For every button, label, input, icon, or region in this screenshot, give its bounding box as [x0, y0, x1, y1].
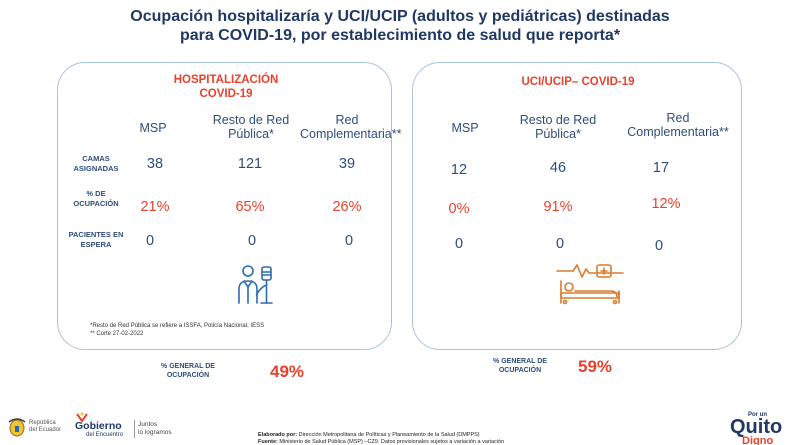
column-header-msp: MSP	[128, 121, 178, 135]
uci-column-header-msp-text: MSP	[451, 121, 479, 135]
cell-uci-espera-complementaria: 0	[654, 238, 664, 254]
general-occupancy-label-uci: % GENERAL DE OCUPACIÓN	[475, 357, 565, 375]
uci-column-header-red-complementaria: Red Complementaria**	[625, 111, 731, 139]
uci-column-header-red-complementaria-line1: Red	[666, 111, 690, 125]
page-title: Ocupación hospitalizaría y UCI/UCIP (adu…	[0, 7, 800, 45]
uci-panel: UCI/UCIP– COVID-19 MSP Resto de Red Públ…	[412, 62, 742, 350]
general-label-uci-line1: % GENERAL DE	[493, 358, 547, 365]
general-occupancy-label-hosp: % GENERAL DE OCUPACIÓN	[143, 362, 233, 380]
footnote-resto-red: *Resto de Red Pública se refiere a ISSFA…	[90, 323, 265, 329]
credit-fuente-text: Ministerio de Salud Pública (MSP) –CZ9. …	[279, 439, 505, 445]
column-header-red-complementaria-line1: Red	[335, 113, 359, 127]
uci-column-header-red-complementaria-line2: Complementaria**	[627, 125, 729, 139]
logo-quito-sub: Digno	[742, 435, 774, 445]
uci-panel-title: UCI/UCIP– COVID-19	[521, 76, 635, 88]
footnote-corte: ** Corte 27-02-2022	[90, 331, 144, 337]
row-label-pacientes: PACIENTES EN ESPERA	[68, 230, 124, 249]
gobierno-logo-mark-icon	[76, 412, 88, 422]
uci-column-header-resto-red-line1: Resto de Red	[519, 113, 597, 127]
cell-hosp-camas-msp: 38	[146, 156, 164, 172]
credit-elaborado-label: Elaborado por:	[258, 432, 298, 438]
column-header-resto-red-line2: Pública*	[228, 127, 274, 141]
logo-republica-line2: del Ecuador	[29, 427, 62, 433]
cell-uci-espera-msp: 0	[454, 236, 464, 252]
hospitalization-panel: HOSPITALIZACIÓN COVID-19 MSP Resto de Re…	[57, 62, 402, 350]
credit-elaborado: Elaborado por: Dirección Metropolitana d…	[258, 432, 598, 439]
credit-fuente-label: Fuente:	[258, 439, 278, 445]
logo-tagline: Juntos lo logramos	[138, 421, 172, 437]
hospitalization-panel-title: HOSPITALIZACIÓN COVID-19	[166, 73, 286, 101]
cell-uci-espera-resto: 0	[555, 236, 565, 252]
cell-hosp-ocupacion-msp: 21%	[140, 199, 170, 215]
title-line-1: Ocupación hospitalizaría y UCI/UCIP (adu…	[130, 8, 670, 25]
logo-quito-top: Por un	[748, 412, 767, 418]
cell-hosp-camas-complementaria: 39	[338, 156, 356, 172]
uci-column-header-msp: MSP	[445, 121, 485, 135]
cell-uci-camas-resto: 46	[549, 160, 567, 176]
logo-republica-line1: República	[29, 420, 56, 426]
cell-uci-ocupacion-complementaria: 12%	[651, 196, 681, 212]
logo-quito-main: Quito	[730, 416, 783, 438]
ecuador-coat-of-arms-icon	[8, 418, 26, 437]
hospitalization-title-line2: COVID-19	[199, 88, 253, 100]
logo-republica: República del Ecuador	[29, 420, 61, 434]
column-header-resto-red-line1: Resto de Red	[212, 113, 290, 127]
general-occupancy-value-hosp: 49%	[270, 362, 305, 381]
hospital-bed-monitor-icon	[556, 264, 624, 305]
cell-hosp-espera-msp: 0	[145, 233, 155, 249]
general-occupancy-value-uci: 59%	[578, 357, 613, 376]
credit-fuente: Fuente: Ministerio de Salud Pública (MSP…	[258, 439, 598, 445]
column-header-red-complementaria: Red Complementaria**	[300, 113, 402, 141]
cell-hosp-ocupacion-complementaria: 26%	[332, 199, 362, 215]
credit-elaborado-text: Dirección Metropolitana de Políticas y P…	[298, 432, 480, 438]
cell-uci-camas-complementaria: 17	[652, 160, 670, 176]
cell-hosp-espera-complementaria: 0	[344, 233, 354, 249]
cell-uci-ocupacion-msp: 0%	[448, 201, 470, 217]
row-label-camas: CAMAS ASIGNADAS	[73, 154, 119, 173]
hospitalization-title-line1: HOSPITALIZACIÓN	[173, 74, 279, 86]
logo-gobierno-sub: del Encuentro	[86, 432, 124, 438]
column-header-msp-text: MSP	[139, 121, 167, 135]
row-label-ocupacion: % DE OCUPACIÓN	[73, 189, 119, 208]
uci-column-header-resto-red-line2: Pública*	[535, 127, 581, 141]
column-header-resto-red: Resto de Red Pública*	[206, 113, 296, 141]
logo-divider	[134, 420, 135, 438]
cell-uci-camas-msp: 12	[450, 162, 468, 178]
title-line-2: para COVID-19, por establecimiento de sa…	[179, 27, 621, 44]
logo-gobierno-main: Gobierno	[75, 420, 122, 432]
general-label-hosp-line1: % GENERAL DE	[161, 363, 215, 370]
logo-tagline-line1: Juntos	[138, 421, 158, 428]
cell-hosp-camas-resto: 121	[237, 156, 263, 172]
general-label-hosp-line2: OCUPACIÓN	[166, 372, 210, 379]
general-label-uci-line2: OCUPACIÓN	[498, 367, 542, 374]
logo-tagline-line2: lo logramos	[138, 429, 172, 436]
cell-uci-ocupacion-resto: 91%	[543, 199, 573, 215]
column-header-red-complementaria-line2: Complementaria**	[300, 127, 402, 141]
doctor-iv-icon	[238, 265, 273, 304]
uci-column-header-resto-red: Resto de Red Pública*	[513, 113, 603, 141]
cell-hosp-espera-resto: 0	[247, 233, 257, 249]
credits: Elaborado por: Dirección Metropolitana d…	[258, 432, 598, 445]
cell-hosp-ocupacion-resto: 65%	[235, 199, 265, 215]
